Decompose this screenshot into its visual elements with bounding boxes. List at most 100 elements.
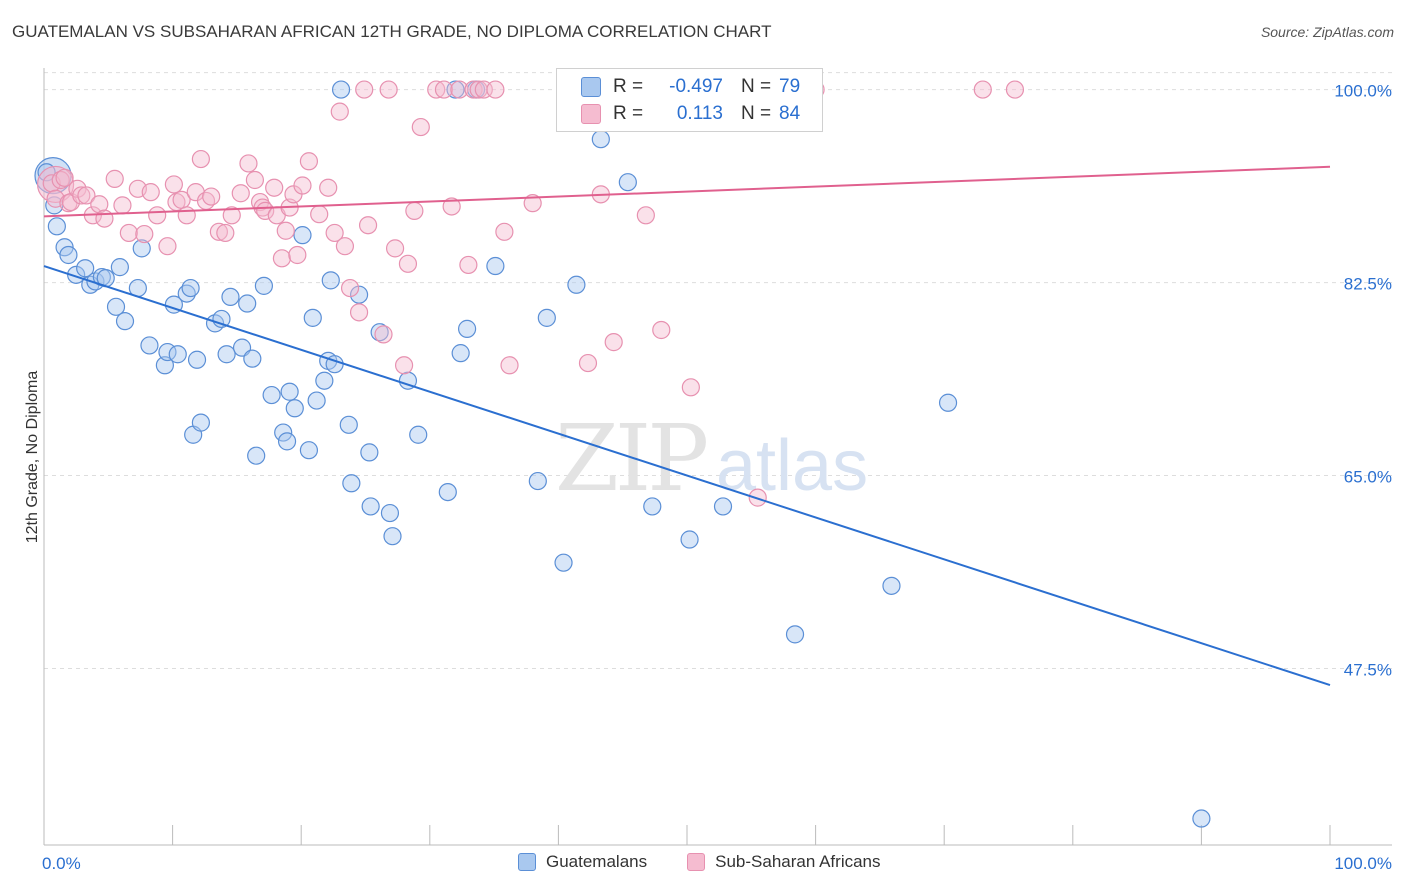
subsaharan-point [374,325,393,344]
guatemalan-point [380,503,400,523]
guatemalan-trend-line [43,265,1331,687]
legend-row-guatemalans: R = -0.497 N = 79 [557,73,800,101]
subsaharan-point [495,222,514,241]
subsaharan-legend-swatch [687,853,706,871]
subsaharan-point [450,80,469,99]
legend-row-subsaharan: R = 0.113 N = 84 [557,100,800,128]
y-tick-label: 82.5% [1344,275,1392,294]
guatemalan-point [181,278,200,298]
guatemalan-point [168,345,187,364]
y-tick-label: 47.5% [1344,661,1392,680]
guatemalan-point [132,239,151,258]
n-value: 79 [779,76,801,97]
guatemalan-point [155,356,174,375]
r-label: R = [613,76,644,97]
subsaharan-point [973,80,992,99]
subsaharan-point [202,187,221,206]
guatemalan-point [262,385,281,405]
guatemalan-point [67,265,86,284]
guatemalan-point [140,336,159,355]
n-label: N = [741,103,772,124]
guatemalan-point [110,258,129,277]
guatemalan-point [554,553,573,572]
guatemalan-point [486,256,505,276]
guatemalan-point [274,423,293,442]
guatemalan-point [457,319,477,338]
guatemalan-point [285,399,304,418]
guatemalan-point [938,393,958,412]
subsaharan-point [349,303,369,322]
r-label: R = [613,103,644,124]
guatemalan-point [277,432,297,451]
subsaharan-point [411,117,430,137]
subsaharan-point [299,152,319,171]
subsaharan-point [340,278,360,298]
y-tick-label: 65.0% [1344,468,1392,487]
guatemalan-point [217,345,236,364]
guatemalan-point [307,391,326,410]
guatemalan-point [221,287,240,306]
chart-source: Source: ZipAtlas.com [1260,24,1394,40]
subsaharan-point [500,356,519,375]
subsaharan-point [256,201,275,220]
subsaharan-point [355,80,374,99]
n-label: N = [741,76,772,97]
guatemalan-point [187,350,207,369]
subsaharan-point [427,80,446,99]
subsaharan-trend-line [43,165,1331,218]
subsaharan-point [319,178,338,197]
guatemalan-point [280,382,299,401]
subsaharan-point [164,175,183,194]
subsaharan-point [72,186,91,205]
guatemalan-point [339,415,358,434]
subsaharan-point [95,209,114,228]
guatemalan-point [321,271,340,290]
r-value: 0.113 [676,103,723,124]
guatemalan-point [247,446,266,465]
guatemalan-point [299,441,319,460]
subsaharan-point [385,239,405,258]
subsaharan-point [578,353,598,373]
subsaharan-point [77,186,96,205]
watermark-atlas: atlas [716,426,868,506]
guatemalan-point [243,349,262,368]
legend-label: Guatemalans [546,852,648,871]
guatemalan-point [591,130,610,149]
subsaharan-point [119,223,138,243]
guatemalan-point [349,285,369,304]
guatemalan-point [785,625,805,644]
subsaharan-point [158,237,177,256]
subsaharan-point [135,224,154,244]
subsaharan-point [523,194,542,213]
subsaharan-point [55,168,74,187]
guatemalan-point [361,497,380,516]
subsaharan-point [335,237,355,256]
legend-item-guatemalans[interactable]: Guatemalans [518,852,647,872]
subsaharan-point [265,178,284,197]
guatemalans-swatch [581,77,601,97]
subsaharan-point [405,201,424,220]
subsaharan-point [288,245,307,265]
y-tick-label: 100.0% [1334,82,1392,101]
bottom-legend: Guatemalans Sub-Saharan Africans [518,852,911,872]
subsaharan-point [604,333,623,352]
subsaharan-point [148,206,167,225]
subsaharan-point [272,249,292,268]
subsaharan-point [325,223,344,243]
subsaharan-point [652,320,671,340]
guatemalan-point [115,312,135,331]
subsaharan-point [209,222,228,241]
subsaharan-point [239,154,258,173]
guatemalan-point [331,80,351,99]
guatemalan-point [47,217,66,236]
subsaharan-point [105,169,124,188]
subsaharan-point [486,80,505,99]
subsaharan-point [464,80,483,99]
legend-item-subsaharan[interactable]: Sub-Saharan Africans [687,852,881,872]
subsaharan-point [141,183,160,202]
guatemalan-point [293,226,312,245]
subsaharan-point [636,206,655,225]
guatemalan-point [643,497,662,516]
guatemalan-point [76,259,95,278]
guatemalans-legend-swatch [518,853,536,871]
